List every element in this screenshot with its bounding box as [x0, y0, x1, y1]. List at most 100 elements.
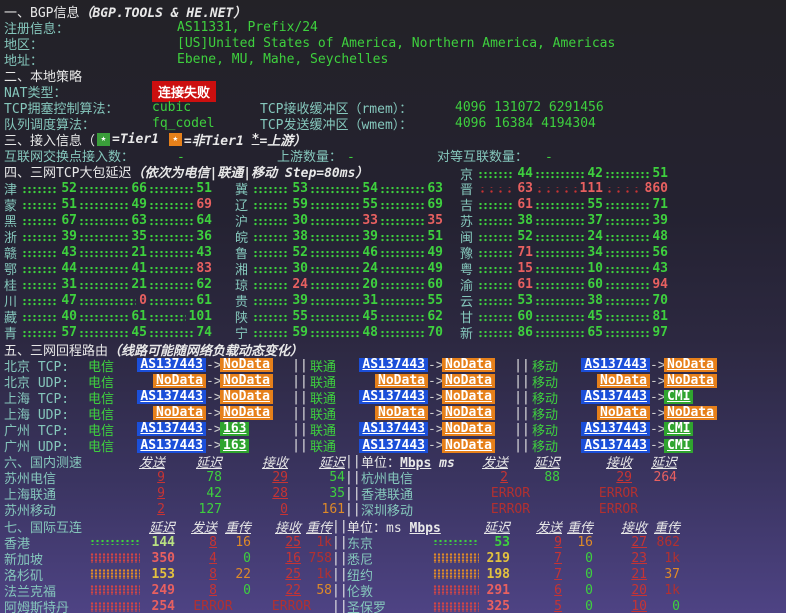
legend-non-tier1: =非Tier1: [183, 134, 252, 150]
latency-value: 31: [362, 293, 378, 309]
latency-block: 吉 61 55 71: [460, 195, 668, 214]
latency-value: 94: [652, 277, 668, 293]
route-arrow: ->: [650, 373, 666, 389]
dot-leader: [22, 218, 59, 226]
dot-leader: [149, 315, 186, 323]
metric-value: 25: [285, 566, 301, 582]
latency-value: 62: [427, 309, 443, 325]
city-label: 苏州移动: [4, 504, 57, 520]
latency-value: 153: [151, 566, 175, 582]
route-row: 广州 UDP: 电信 AS137443 -> 163 || 联通 AS137443 -> NoDa…: [4, 438, 786, 456]
route-to-badge: NoData: [220, 358, 273, 373]
route-to-slot: NoData: [220, 390, 290, 405]
latency-cell: 83: [147, 261, 212, 276]
isp-label: 联通: [310, 407, 337, 423]
route-from-badge: NoData: [153, 406, 206, 421]
column-header: 延迟: [483, 520, 510, 536]
latency-value: 42: [587, 165, 603, 181]
latency-value: 30: [292, 261, 308, 277]
route-from-slot: AS137443: [564, 422, 650, 437]
column-header: 延迟: [533, 456, 560, 472]
latency-cell: 86: [476, 325, 533, 340]
error-value: ERROR: [271, 599, 312, 613]
latency-cell: 24: [308, 261, 378, 276]
domestic-header-row: 六、国内测速 发送 延迟 接收 延迟 || 单位：Mbps ms 发送 延迟 接收 延迟: [4, 454, 786, 472]
metric-value: 8: [209, 534, 217, 550]
latency-cell: 45: [77, 325, 147, 340]
speed-value: 2: [157, 502, 165, 518]
stat-label: 互联网交换点接入数：: [4, 150, 135, 166]
latency-row: 藏 40 61 101 陕 55 45 62 甘 60 45 81: [4, 307, 786, 326]
dot-leader: [253, 283, 290, 291]
latency-cell: 325: [433, 599, 510, 613]
isp-label: 电信: [88, 407, 115, 423]
domestic-speed-row: 苏州移动 2 127 0 161 || 深圳移动 ERROR ERROR: [4, 502, 786, 520]
latency-cell: 51: [603, 166, 668, 181]
latency-value: 71: [517, 244, 533, 260]
route-to-slot: NoData: [442, 406, 512, 421]
isp-label: 联通: [310, 375, 337, 391]
route-to-badge: NoData: [442, 422, 495, 437]
latency-block: 琼 24 20 60: [235, 275, 443, 294]
dot-leader: [310, 186, 360, 194]
latency-cell: 31: [308, 293, 378, 308]
route-arrow: ->: [206, 421, 222, 437]
latency-value: 60: [517, 309, 533, 325]
latency-value: 30: [292, 212, 308, 228]
section4-title: 四、三网TCP大包延迟: [4, 166, 132, 182]
speed-value: 78: [206, 470, 222, 486]
dot-leader: [535, 202, 585, 210]
metric-value: 58: [316, 582, 332, 598]
dot-leader: [79, 283, 129, 291]
dot-leader: [380, 202, 425, 210]
route-endpoint-label: 北京 TCP:: [4, 359, 70, 375]
latency-cell: 48: [603, 229, 668, 244]
route-to-slot: 163: [220, 422, 290, 437]
metric-value: 0: [243, 582, 251, 598]
latency-block: 陕 55 45 62: [235, 307, 443, 326]
route-row: 上海 TCP: 电信 AS137443 -> NoData || 联通 AS137443 -> N…: [4, 389, 786, 407]
latency-value: 53: [517, 293, 533, 309]
stat-label: 上游数量：: [277, 150, 343, 166]
latency-value: 61: [517, 196, 533, 212]
latency-value: 47: [61, 293, 77, 309]
route-to-badge: CMI: [664, 438, 694, 453]
latency-cell: 59: [251, 325, 308, 340]
column-header: 发送: [190, 520, 217, 536]
city-label: 法兰克福: [4, 584, 57, 600]
speed-value: 264: [653, 470, 677, 486]
latency-row: 青 57 45 74 宁 59 48 70 新 86 65 97: [4, 325, 786, 342]
latency-cell: 39: [20, 229, 77, 244]
latency-cell: 44: [476, 166, 533, 181]
latency-cell: 56: [603, 245, 668, 260]
stat-value: -: [545, 150, 553, 166]
latency-value: 61: [517, 277, 533, 293]
column-header: 接收: [605, 456, 632, 472]
latency-value: 35: [131, 228, 147, 244]
latency-value: 20: [362, 277, 378, 293]
latency-block: 津 52 66 51: [4, 179, 212, 198]
dot-leader: [79, 250, 129, 258]
latency-value: 83: [196, 261, 212, 277]
latency-cell: 153: [90, 567, 175, 582]
route-arrow: ->: [650, 389, 666, 405]
dot-leader: [253, 315, 290, 323]
section5-title-line: 五、三网回程路由 （线路可能随网络负载动态变化）: [4, 341, 786, 359]
separator: ||: [345, 470, 361, 486]
isp-label: 移动: [532, 359, 559, 375]
bgp-region-line: 地区： [US]United States of America, Norther…: [4, 35, 786, 53]
route-endpoint-label: 广州 UDP:: [4, 440, 70, 456]
dot-leader: [478, 315, 515, 323]
latency-cell: 51: [20, 197, 77, 212]
latency-cell: 45: [533, 309, 603, 324]
latency-cell: 49: [77, 197, 147, 212]
route-to-badge: NoData: [220, 390, 273, 405]
latency-value: 62: [196, 277, 212, 293]
dot-leader: [478, 331, 515, 339]
latency-value: 45: [362, 309, 378, 325]
dot-leader: [79, 315, 129, 323]
dot-leader: [535, 283, 585, 291]
route-arrow: ->: [650, 405, 666, 421]
route-from-badge: NoData: [597, 406, 650, 421]
latency-cell: 57: [20, 325, 77, 340]
